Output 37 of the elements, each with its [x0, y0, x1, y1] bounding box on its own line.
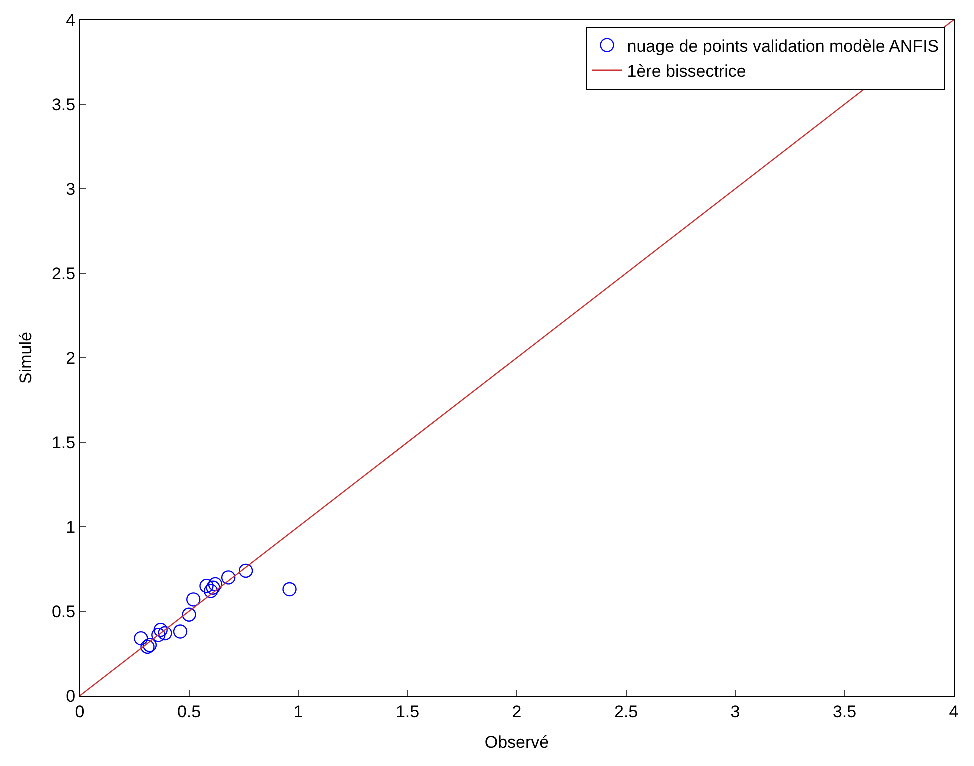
point: [142, 638, 158, 652]
y-tick-label: 0.5: [52, 602, 76, 622]
y-tick-label: 0: [66, 686, 76, 706]
y-tick-label: 3.5: [52, 95, 76, 114]
x-tick-label: 1: [294, 702, 304, 722]
point: [282, 582, 297, 597]
y-tick-label: 2.5: [52, 264, 76, 284]
point: [208, 577, 223, 592]
point: [154, 622, 168, 638]
y-tick-label: 4: [66, 10, 76, 30]
y-tick-label: 3: [66, 180, 76, 199]
point: [152, 628, 166, 642]
point: [206, 580, 220, 595]
y-tick-label: 1: [66, 518, 76, 537]
point: [173, 624, 188, 639]
x-tick-label: 4: [949, 702, 959, 722]
y-tick-label: 1.5: [52, 433, 76, 452]
x-axis-title: Observé: [484, 732, 550, 752]
legend-label: nuage de points validation modèle ANFIS: [627, 36, 940, 56]
point: [158, 626, 172, 641]
point: [200, 579, 214, 594]
point: [134, 631, 148, 646]
point: [140, 640, 155, 654]
x-tick-label: 3.5: [832, 702, 857, 722]
x-tick-label: 1.5: [396, 702, 420, 722]
x-tick-label: 3: [730, 702, 740, 722]
point: [238, 564, 254, 578]
point: [186, 592, 201, 607]
point: [182, 608, 196, 622]
x-tick-label: 2: [512, 702, 522, 722]
y-tick-label: 2: [66, 348, 76, 368]
y-axis-title: Simulé: [16, 332, 36, 384]
point: [204, 584, 218, 598]
point: [221, 570, 236, 585]
x-tick-label: 0.5: [177, 702, 202, 722]
legend-label: 1ère bissectrice: [627, 62, 746, 82]
x-tick-label: 2.5: [614, 702, 638, 722]
